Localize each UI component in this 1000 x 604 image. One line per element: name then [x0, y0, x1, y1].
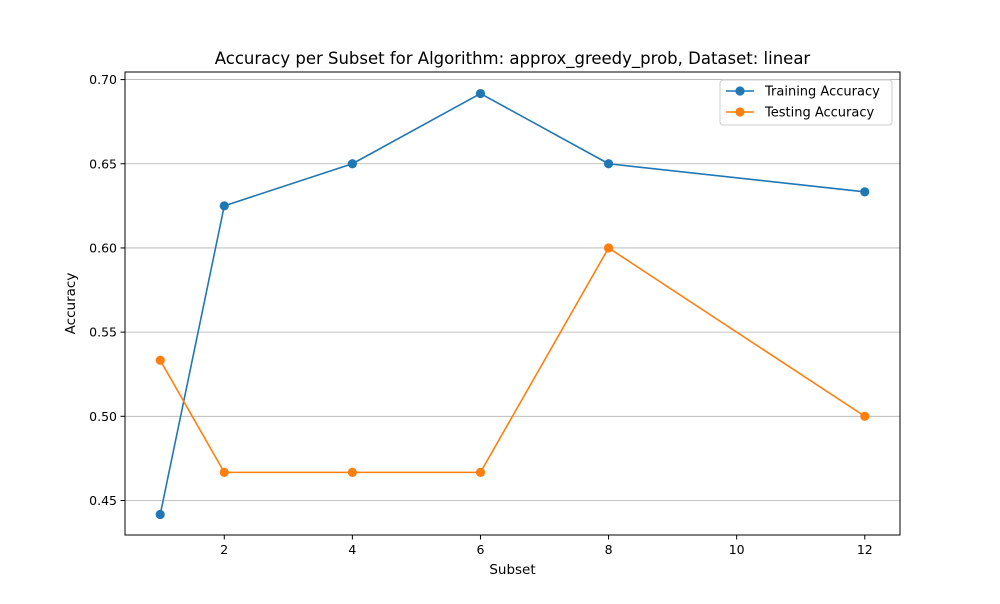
- series-training-accuracy: [155, 88, 870, 520]
- data-point: [475, 88, 486, 99]
- data-point: [219, 201, 229, 211]
- x-tick-label: 10: [729, 542, 745, 557]
- plot-frame: [124, 71, 901, 536]
- legend-marker: [735, 107, 745, 117]
- series-layer: [155, 88, 870, 520]
- data-point: [475, 467, 486, 477]
- data-point: [219, 467, 229, 477]
- legend-item: Training Accuracy: [726, 85, 880, 100]
- x-tick-label: 2: [220, 542, 228, 557]
- legend-label: Training Accuracy: [764, 85, 880, 100]
- y-tick-label: 0.70: [89, 72, 117, 87]
- grid-layer: [125, 79, 900, 501]
- data-point: [155, 509, 165, 520]
- data-point: [603, 243, 614, 253]
- x-tick-label: 12: [857, 542, 873, 557]
- legend-box: [719, 79, 893, 126]
- x-axis-label: Subset: [489, 562, 535, 578]
- tick-layer: 0.45 0.50 0.55 0.60 0.65 0.70 2 4 6 8 10 12: [89, 72, 873, 557]
- x-tick-label: 4: [348, 542, 356, 557]
- legend-item: Testing Accuracy: [726, 106, 874, 121]
- x-tick-label: 8: [605, 542, 613, 557]
- y-tick-label: 0.50: [89, 409, 117, 424]
- data-point: [155, 355, 165, 365]
- y-tick-label: 0.60: [89, 240, 117, 255]
- y-axis-label: Accuracy: [63, 273, 79, 335]
- data-point: [860, 187, 870, 197]
- data-point: [603, 159, 614, 169]
- legend-marker: [735, 86, 745, 96]
- series-testing-accuracy: [155, 243, 870, 477]
- legend-label: Testing Accuracy: [764, 106, 874, 121]
- data-point: [860, 411, 870, 421]
- data-point: [347, 159, 357, 169]
- series-line: [159, 92, 866, 516]
- y-tick-label: 0.55: [89, 325, 117, 340]
- y-tick-label: 0.45: [89, 493, 117, 508]
- x-tick-label: 6: [476, 542, 484, 557]
- series-line: [159, 247, 866, 474]
- data-point: [347, 467, 357, 477]
- y-tick-label: 0.65: [89, 156, 117, 171]
- legend: Training Accuracy Testing Accuracy: [719, 79, 893, 126]
- chart-title: Accuracy per Subset for Algorithm: appro…: [215, 49, 811, 69]
